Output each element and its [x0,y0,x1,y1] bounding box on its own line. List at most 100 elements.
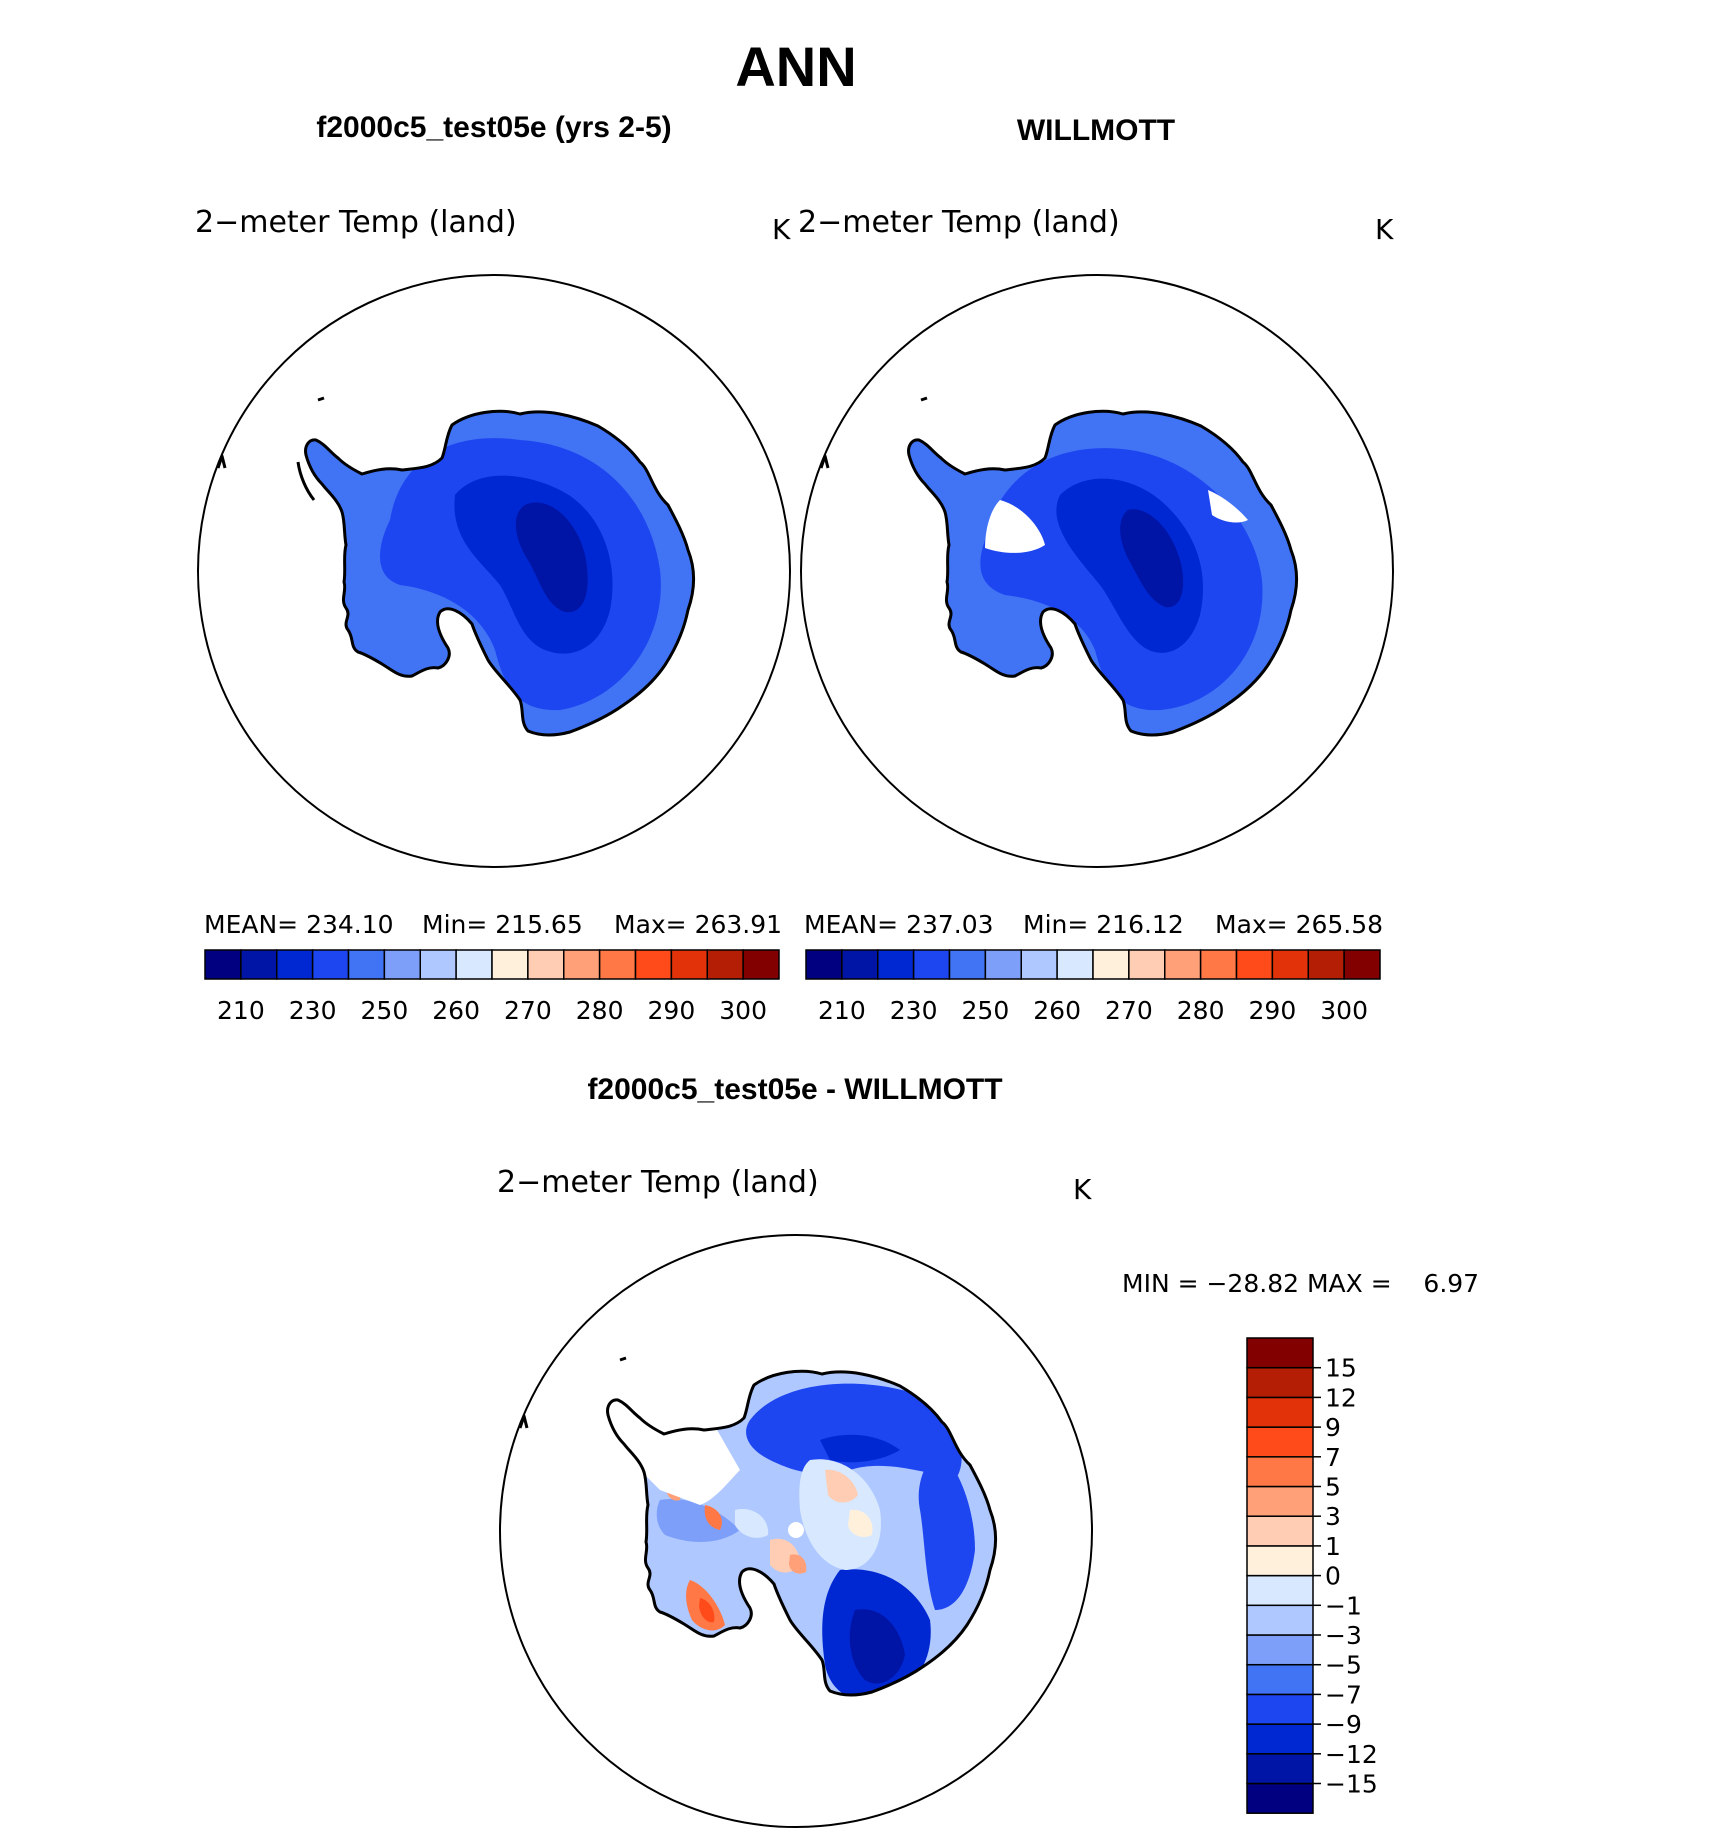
obs-colorbar-swatch [1092,949,1130,980]
diff-colorbar-swatch [1246,1366,1314,1399]
obs-colorbar-tick-label: 270 [1105,996,1153,1025]
obs-colorbar-tick-label: 210 [818,996,866,1025]
model-colorbar-tick-label: 230 [289,996,337,1025]
obs-mean-value: MEAN= 237.03 [804,910,994,939]
obs-colorbar-swatch [1343,949,1381,980]
model-colorbar-swatch [383,949,421,980]
obs-map [800,274,1394,868]
obs-units-label: K [1375,213,1394,246]
obs-colorbar-swatch [1235,949,1274,980]
obs-colorbar-swatch [1128,949,1166,980]
diff-variable-label: 2−meter Temp (land) [497,1165,819,1200]
model-colorbar-swatch [491,949,529,980]
model-colorbar-swatch [670,949,708,980]
obs-max-value: Max= 265.58 [1215,910,1383,939]
diff-colorbar-swatch [1246,1753,1314,1785]
diff-colorbar-swatch [1246,1723,1314,1755]
diff-colorbar-swatch [1246,1693,1314,1725]
diff-map [499,1234,1093,1828]
model-colorbar: 210 230 250 260 270 280 290 300 [204,949,780,1025]
model-max-value: Max= 263.91 [614,910,782,939]
model-panel-header: f2000c5_test05e (yrs 2-5) [316,111,671,144]
obs-colorbar: 210 230 250 260 270 280 290 300 [805,949,1381,1025]
model-colorbar-swatch [634,949,673,980]
model-colorbar-tick-label: 210 [217,996,265,1025]
diff-colorbar-tick-label: 3 [1325,1502,1341,1531]
diff-colorbar-tick-label: 5 [1325,1473,1341,1502]
obs-colorbar-swatch [1199,949,1238,980]
model-mean-value: MEAN= 234.10 [204,910,394,939]
obs-panel-header: WILLMOTT [1017,114,1175,147]
diff-colorbar-tick-label: 7 [1325,1443,1341,1472]
diff-colorbar-swatch [1246,1574,1314,1607]
obs-colorbar-swatch [1307,949,1345,980]
diff-colorbar-swatch [1246,1426,1314,1458]
obs-min-value: Min= 216.12 [1023,910,1184,939]
diff-colorbar-tick-label: −5 [1325,1651,1362,1680]
diff-colorbar-tick-label: 1 [1325,1532,1341,1561]
obs-colorbar-tick-label: 300 [1320,996,1368,1025]
obs-colorbar-tick-label: 260 [1033,996,1081,1025]
diff-colorbar-swatch [1246,1782,1314,1814]
obs-colorbar-swatch [1271,949,1309,980]
diff-colorbar-tick-label: 9 [1325,1413,1341,1442]
obs-colorbar-swatch [841,949,879,980]
diff-colorbar-swatch [1246,1634,1314,1666]
model-colorbar-swatch [742,949,780,980]
model-min-value: Min= 215.65 [422,910,583,939]
model-colorbar-tick-label: 270 [504,996,552,1025]
diff-units-label: K [1073,1173,1092,1206]
model-variable-label: 2−meter Temp (land) [195,205,517,240]
diff-colorbar-tick-label: 12 [1325,1383,1357,1412]
obs-colorbar-tick-label: 280 [1177,996,1225,1025]
model-colorbar-swatch [598,949,637,980]
diff-minmax-value: MIN = −28.82 MAX = 6.97 [1122,1269,1479,1298]
diff-colorbar-tick-label: 15 [1325,1354,1357,1383]
model-colorbar-tick-label: 250 [361,996,409,1025]
model-colorbar-swatch [347,949,386,980]
model-units-label: K [772,213,791,246]
model-colorbar-swatch [563,949,601,980]
obs-colorbar-swatch [877,949,915,980]
obs-colorbar-tick-label: 290 [1249,996,1297,1025]
obs-colorbar-swatch [1164,949,1202,980]
model-colorbar-swatch [311,949,350,980]
model-colorbar-swatch [455,949,493,980]
model-colorbar-swatch [240,949,278,980]
diff-colorbar-tick-label: −7 [1325,1680,1362,1709]
diff-colorbar-swatch [1246,1663,1314,1696]
obs-colorbar-tick-label: 230 [890,996,938,1025]
diff-colorbar-swatch [1246,1545,1314,1577]
diff-colorbar-swatch [1246,1396,1314,1428]
diff-colorbar-swatch [1246,1456,1314,1488]
diff-colorbar-tick-label: −3 [1325,1621,1362,1650]
obs-colorbar-swatch [984,949,1022,980]
diff-colorbar-tick-label: 0 [1325,1562,1341,1591]
model-map [197,274,791,868]
obs-colorbar-swatch [1020,949,1058,980]
figure-title: ANN [735,35,856,98]
obs-colorbar-swatch [948,949,987,980]
model-colorbar-swatch [706,949,744,980]
model-colorbar-swatch [419,949,457,980]
diff-colorbar-tick-label: −15 [1325,1770,1378,1799]
obs-colorbar-swatch [912,949,951,980]
model-colorbar-tick-label: 260 [432,996,480,1025]
diff-colorbar-swatch [1246,1337,1314,1369]
diff-colorbar-swatch [1246,1515,1314,1547]
diff-colorbar-tick-label: −12 [1325,1740,1378,1769]
model-colorbar-swatch [204,949,242,980]
model-colorbar-swatch [276,949,314,980]
model-colorbar-tick-label: 290 [648,996,696,1025]
model-colorbar-tick-label: 280 [576,996,624,1025]
diff-panel-header: f2000c5_test05e - WILLMOTT [587,1073,1002,1106]
obs-colorbar-swatch [805,949,843,980]
model-colorbar-swatch [527,949,565,980]
diff-colorbar-tick-label: −9 [1325,1710,1362,1739]
diff-colorbar-tick-label: −1 [1325,1591,1362,1620]
diff-colorbar-swatch [1246,1485,1314,1517]
diff-colorbar-swatch [1246,1604,1314,1636]
model-colorbar-tick-label: 300 [719,996,767,1025]
